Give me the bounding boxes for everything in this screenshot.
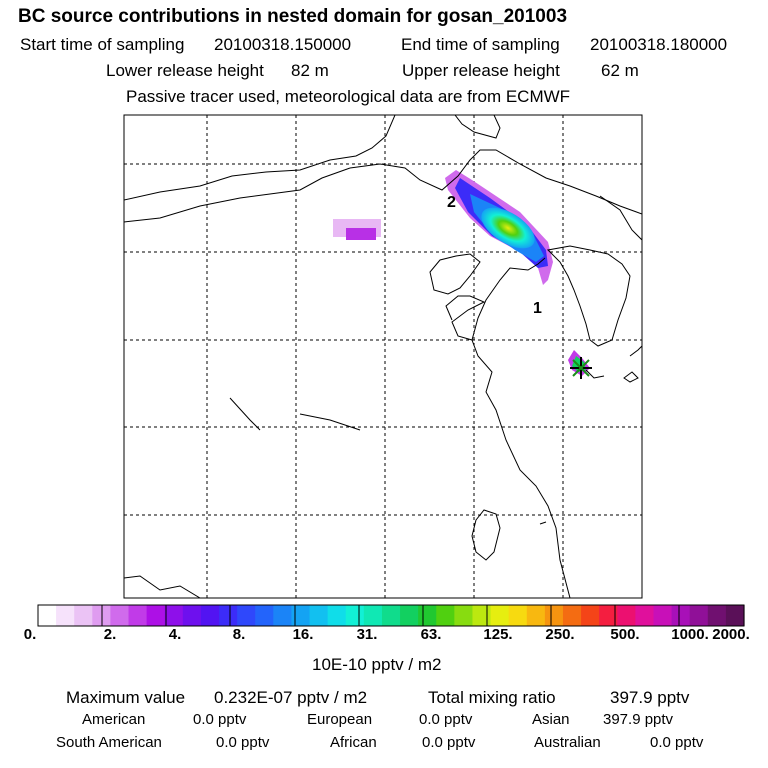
colorbar-swatch: [490, 605, 510, 626]
upper-height-label: Upper release height: [402, 61, 560, 80]
colorbar-swatch: [128, 605, 148, 626]
colorbar-swatch: [363, 605, 383, 626]
colorbar-label: 31.: [356, 626, 378, 643]
colorbar-swatch: [291, 605, 311, 626]
region-south-american-value: 0.0 pptv: [216, 734, 270, 751]
colorbar-label: 16.: [292, 626, 314, 643]
colorbar-swatch: [472, 605, 492, 626]
colorbar-swatch: [508, 605, 528, 626]
end-time-value: 20100318.180000: [590, 35, 728, 54]
colorbar-swatch: [544, 605, 564, 626]
colorbar-swatch: [725, 605, 745, 626]
plume-patch-mongolia-inner: [346, 228, 376, 240]
plume-core: [481, 207, 535, 249]
colorbar-unit: 10E-10 pptv / m2: [312, 655, 442, 674]
colorbar-swatch: [400, 605, 419, 626]
colorbar-swatch: [562, 605, 582, 626]
colorbar-label: 1000.: [671, 626, 709, 643]
colorbar-swatch: [237, 605, 256, 626]
marker-1: 1: [533, 300, 542, 317]
colorbar-swatch: [273, 605, 293, 626]
colorbar-swatch: [110, 605, 130, 626]
colorbar-swatch: [581, 605, 600, 626]
upper-height-value: 62 m: [601, 61, 639, 80]
colorbar-label: 0.: [23, 626, 37, 643]
region-european-name: European: [307, 711, 373, 728]
colorbar-frame: [37, 604, 745, 627]
colorbar-label: 4.: [168, 626, 182, 643]
colorbar-swatch: [146, 605, 166, 626]
colorbar-swatch: [200, 605, 220, 626]
max-value: 0.232E-07 pptv / m2: [214, 688, 368, 707]
colorbar-swatch: [689, 605, 709, 626]
colorbar-swatch: [454, 605, 474, 626]
region-south-american-name: South American: [56, 734, 162, 751]
colorbar-label: 2000.: [712, 626, 750, 643]
colorbar-swatch: [436, 605, 455, 626]
colorbar-label: 63.: [420, 626, 442, 643]
total-mixing-value: 397.9 pptv: [610, 688, 690, 707]
total-mixing-label: Total mixing ratio: [428, 688, 556, 707]
colorbar-swatch: [617, 605, 636, 626]
colorbar-swatch: [707, 605, 727, 626]
colorbar-swatch: [309, 605, 329, 626]
region-european-value: 0.0 pptv: [419, 711, 473, 728]
colorbar-swatch: [56, 605, 75, 626]
colorbar-label: 125.: [483, 626, 513, 643]
region-asian-name: Asian: [532, 711, 570, 728]
colorbar-swatch: [671, 605, 691, 626]
colorbar-swatch: [74, 605, 93, 626]
colorbar-label: 2.: [103, 626, 117, 643]
end-time-label: End time of sampling: [401, 35, 560, 54]
region-australian-name: Australian: [534, 734, 601, 751]
colorbar-swatch: [38, 605, 57, 626]
emission-plume: [333, 170, 590, 376]
region-australian-value: 0.0 pptv: [650, 734, 704, 751]
lower-height-value: 82 m: [291, 61, 329, 80]
start-time-label: Start time of sampling: [20, 35, 185, 54]
colorbar-label: 8.: [232, 626, 246, 643]
colorbar-ticks: [101, 605, 680, 626]
colorbar-swatch: [255, 605, 274, 626]
lat-lon-grid: [124, 115, 642, 598]
map-frame: [123, 114, 643, 599]
colorbar-swatch: [599, 605, 618, 626]
colorbar-swatch: [219, 605, 238, 626]
colorbar-swatch: [327, 605, 347, 626]
colorbar-swatch: [182, 605, 202, 626]
marker-2: 2: [447, 194, 456, 211]
colorbar: [38, 605, 745, 626]
tracer-note: Passive tracer used, meteorological data…: [126, 87, 571, 106]
colorbar-swatch: [653, 605, 673, 626]
region-african-value: 0.0 pptv: [422, 734, 476, 751]
plot-title: BC source contributions in nested domain…: [18, 6, 568, 27]
start-time-value: 20100318.150000: [214, 35, 352, 54]
lower-height-label: Lower release height: [106, 61, 264, 80]
region-american-value: 0.0 pptv: [193, 711, 247, 728]
receptor-star-icon: [570, 357, 592, 379]
colorbar-swatch: [526, 605, 546, 626]
colorbar-swatch: [381, 605, 401, 626]
map-area: 1 2: [124, 115, 642, 598]
colorbar-swatch: [164, 605, 184, 626]
region-asian-value: 397.9 pptv: [603, 711, 674, 728]
max-value-label: Maximum value: [66, 688, 186, 707]
colorbar-swatch: [345, 605, 365, 626]
region-american-name: American: [82, 711, 146, 728]
colorbar-label: 500.: [610, 626, 640, 643]
colorbar-swatch: [418, 605, 437, 626]
colorbar-label: 250.: [545, 626, 575, 643]
region-african-name: African: [330, 734, 377, 751]
colorbar-swatch: [635, 605, 655, 626]
coastlines: [124, 115, 642, 598]
